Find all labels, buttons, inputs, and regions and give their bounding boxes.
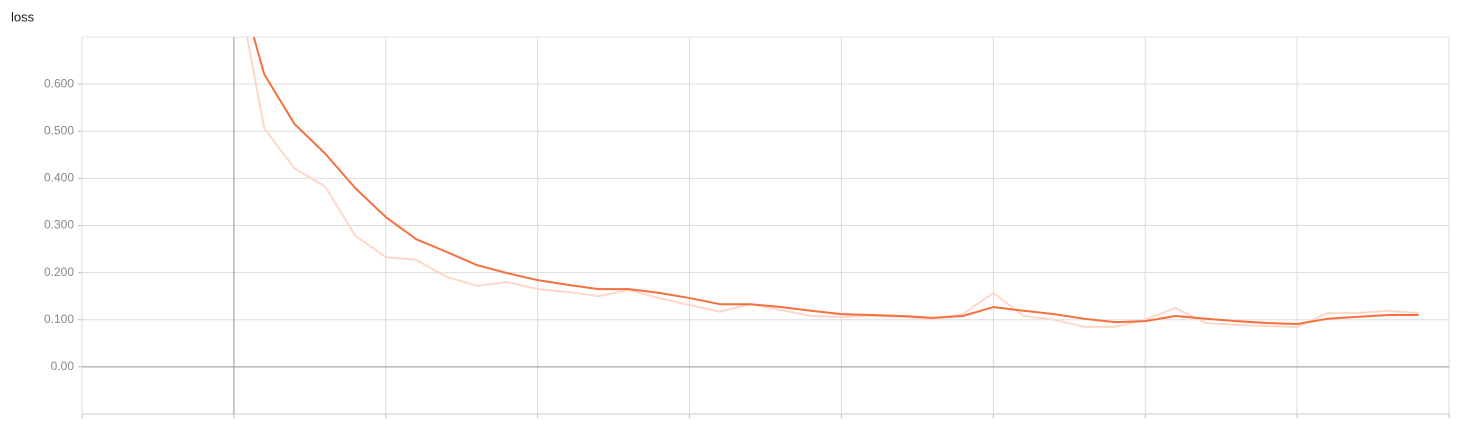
y-tick-label: 0.100	[44, 312, 74, 326]
series-line	[246, 37, 1419, 328]
y-tick-label: 0.300	[44, 218, 74, 232]
chart-title: loss	[11, 9, 35, 24]
series-line	[252, 37, 1419, 325]
y-tick-label: 0.500	[44, 123, 74, 137]
y-tick-label: 0.00	[51, 359, 75, 373]
y-tick-label: 0.400	[44, 171, 74, 185]
grid: 0.00 0.100 0.200 0.300 0.400 0.500 0.600	[44, 36, 1450, 418]
y-tick-label: 0.200	[44, 265, 74, 279]
y-tick-label: 0.600	[44, 76, 74, 90]
plot	[246, 37, 1419, 328]
